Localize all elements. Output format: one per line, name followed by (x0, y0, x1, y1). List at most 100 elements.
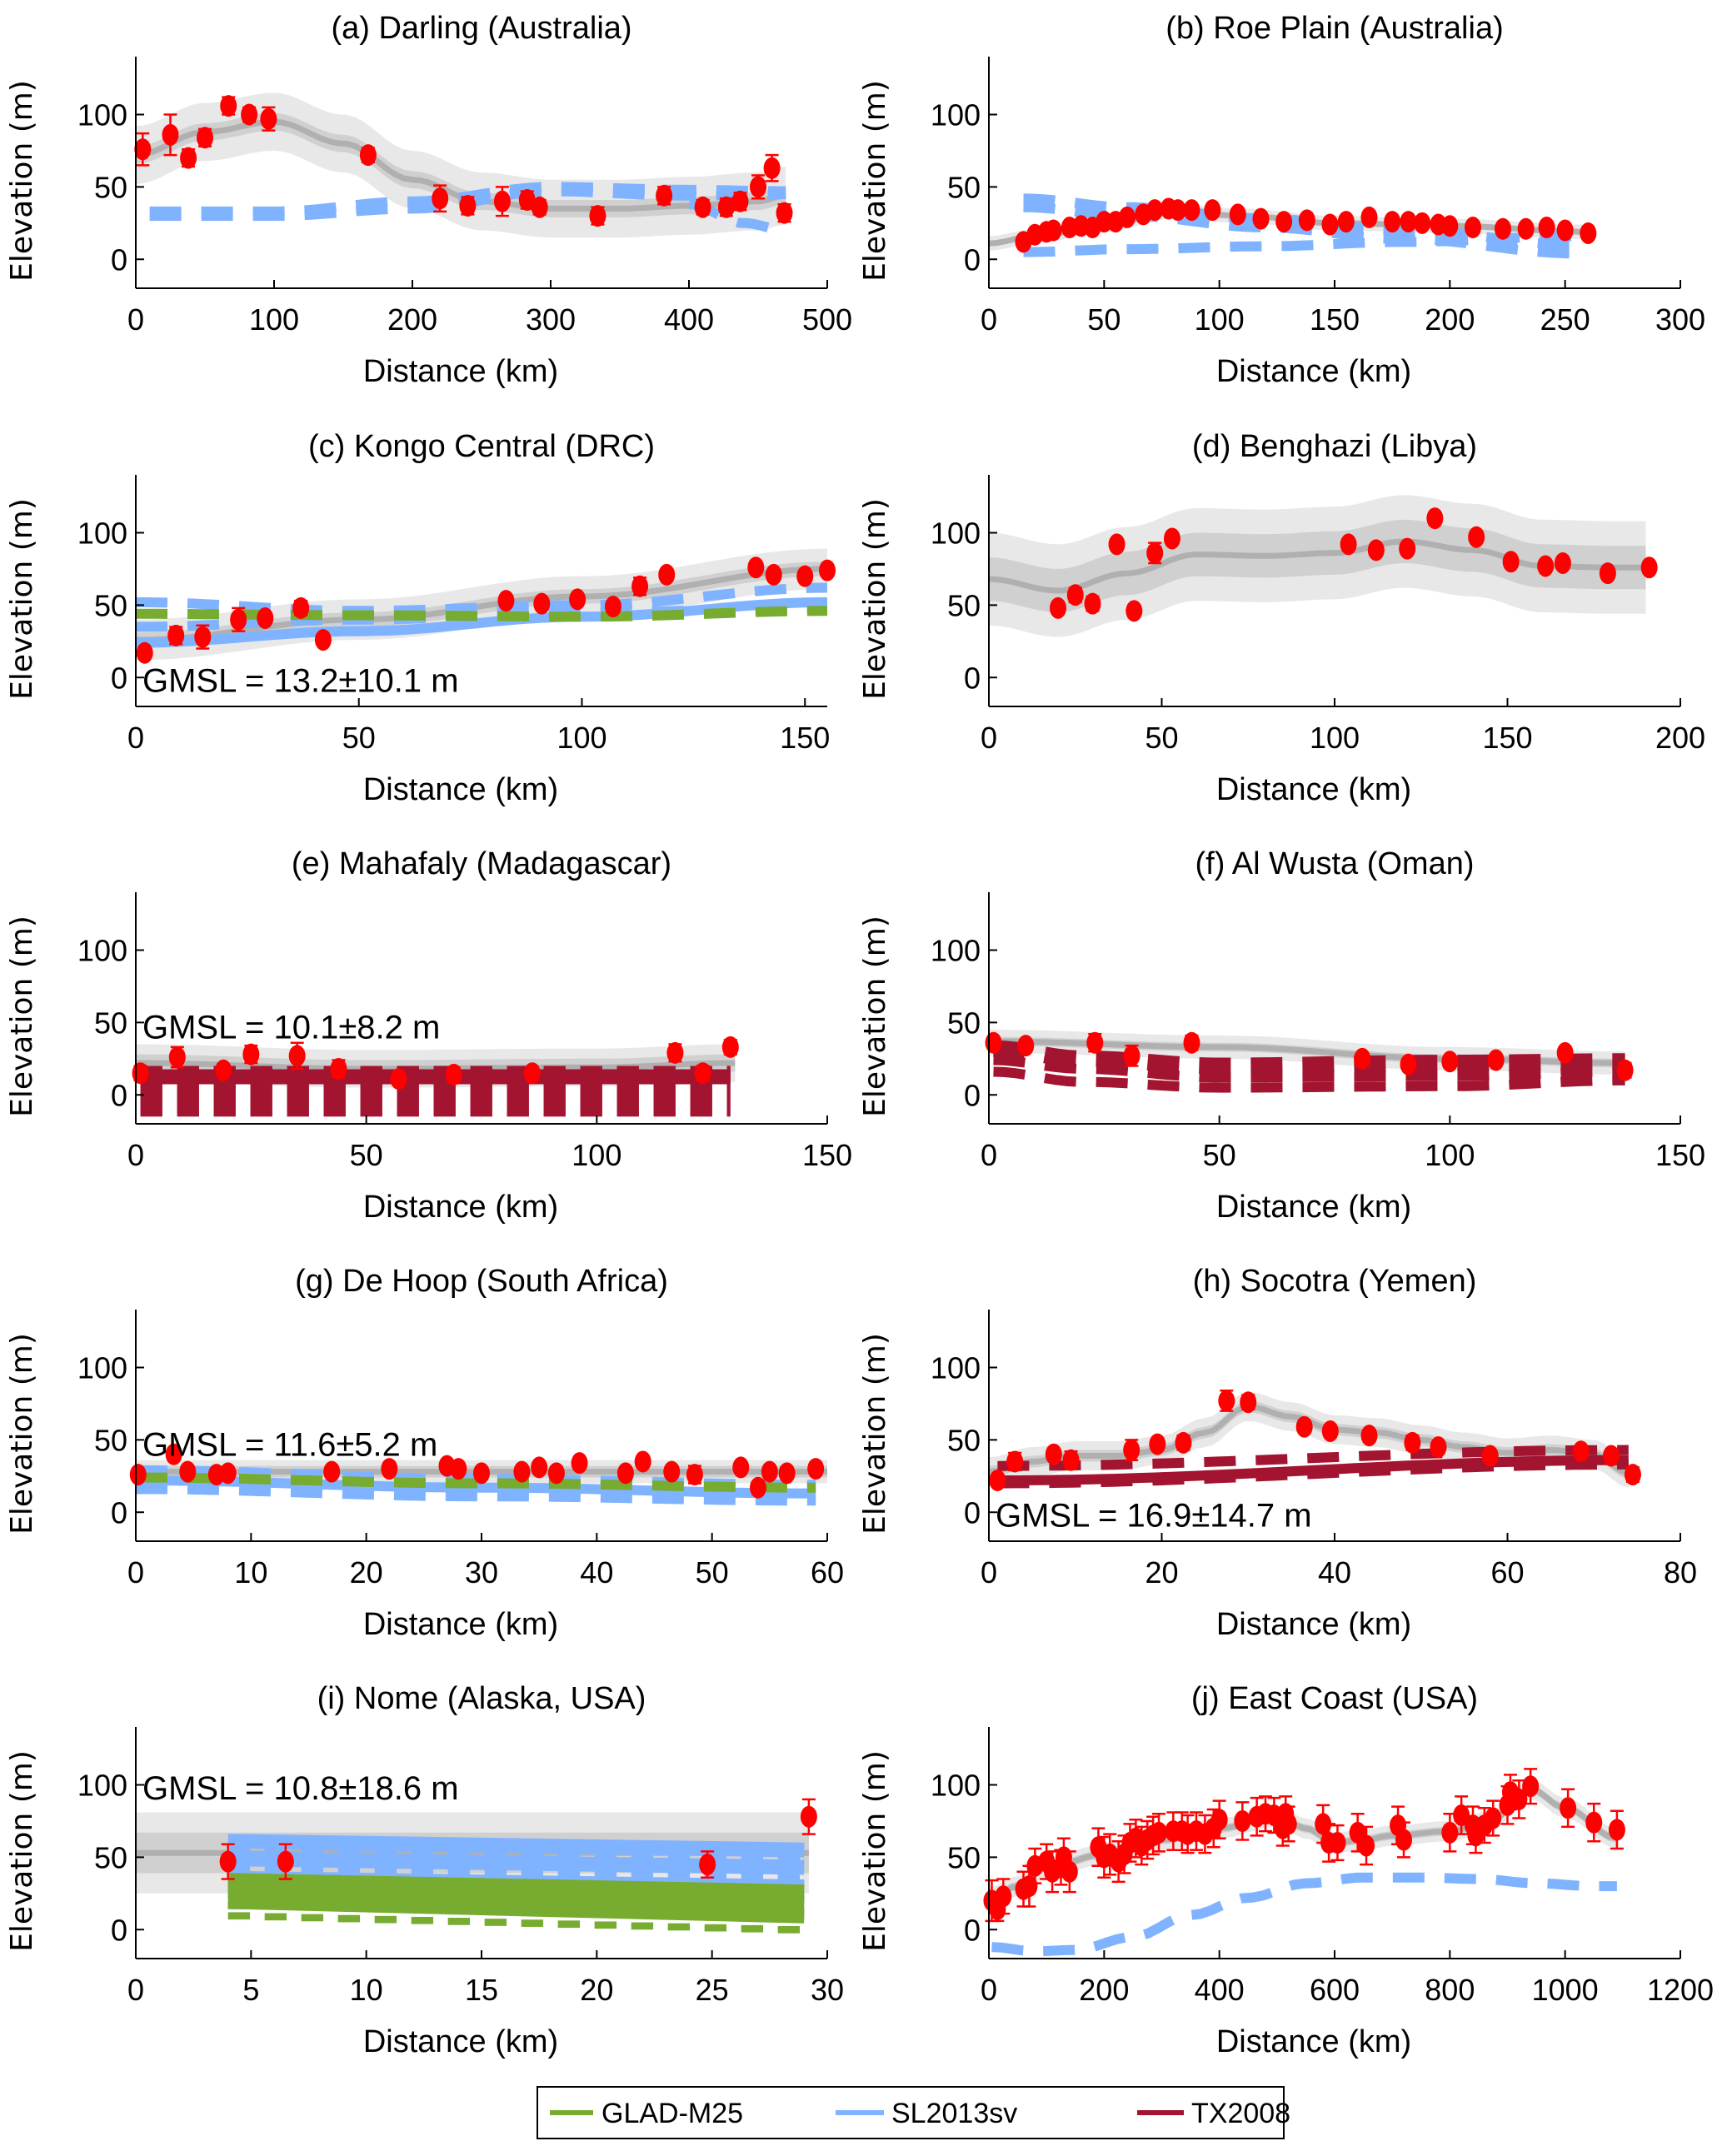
data-point (1441, 215, 1459, 237)
data-point (1640, 556, 1658, 579)
x-tick-label: 50 (1145, 721, 1178, 755)
model-line-glad-m25 (227, 1894, 805, 1924)
data-point (1494, 217, 1511, 240)
x-tick-label: 5 (242, 1973, 259, 2007)
data-marker (1360, 206, 1378, 228)
data-point (1210, 1799, 1228, 1840)
data-marker (323, 1460, 341, 1483)
data-marker (497, 590, 515, 612)
y-axis-label: Elevation (m) (5, 916, 39, 1117)
data-point (445, 1063, 462, 1085)
data-marker (257, 607, 274, 630)
x-axis-label: Distance (km) (363, 1190, 558, 1225)
data-marker (761, 1460, 778, 1483)
data-point (616, 1462, 634, 1485)
data-point (1280, 1805, 1297, 1843)
x-tick-label: 0 (981, 1973, 997, 2007)
data-point (390, 1068, 407, 1090)
data-marker (1321, 1420, 1339, 1442)
data-point (1229, 203, 1246, 226)
data-marker (219, 1462, 237, 1485)
model-block-glad-m25 (411, 1916, 434, 1924)
data-marker (1123, 1045, 1141, 1067)
model-line-sl2013sv (227, 1834, 805, 1858)
data-point (1537, 555, 1555, 577)
data-point (989, 1470, 1006, 1492)
data-point (732, 1456, 750, 1479)
data-point (1487, 1049, 1505, 1071)
data-point (765, 563, 782, 586)
data-point (686, 1464, 703, 1486)
data-point (1337, 211, 1355, 233)
data-point (1175, 1431, 1192, 1454)
data-point (547, 1462, 565, 1485)
data-marker (197, 127, 213, 149)
data-marker (1538, 217, 1555, 239)
x-tick-label: 100 (1310, 721, 1360, 755)
x-tick-label: 100 (572, 1138, 621, 1172)
data-point (1538, 217, 1555, 239)
y-axis-label: Elevation (m) (858, 1333, 892, 1535)
data-point (1441, 1813, 1459, 1853)
x-axis-label: Distance (km) (363, 2024, 558, 2059)
model-block-glad-m25 (594, 1921, 617, 1929)
data-point (694, 196, 711, 218)
model-block-glad-m25 (227, 1912, 251, 1920)
data-marker (1295, 1415, 1313, 1438)
data-point (747, 556, 765, 579)
y-axis-label: Elevation (m) (858, 498, 892, 700)
data-marker (167, 624, 185, 646)
data-point (1465, 217, 1481, 239)
data-marker (132, 1062, 149, 1085)
data-marker (819, 559, 836, 581)
data-point (1066, 584, 1084, 606)
data-marker (459, 194, 477, 217)
model-block-glad-m25 (447, 1918, 471, 1925)
y-axis-label: Elevation (m) (5, 80, 39, 282)
data-marker (1494, 217, 1511, 240)
data-marker (1146, 199, 1164, 222)
data-marker (288, 1045, 306, 1067)
data-marker (989, 1470, 1006, 1492)
y-tick-label: 50 (94, 1840, 127, 1874)
data-marker (1510, 1788, 1528, 1810)
data-point (1295, 1415, 1313, 1438)
data-point (1608, 1809, 1625, 1850)
x-tick-label: 0 (127, 1973, 144, 2007)
data-marker (1465, 217, 1481, 239)
y-tick-label: 50 (947, 1006, 981, 1040)
data-marker (165, 1443, 182, 1465)
data-marker (1572, 1440, 1590, 1463)
data-point (323, 1460, 341, 1483)
x-axis-label: Distance (km) (363, 1607, 558, 1642)
data-point (1329, 1824, 1346, 1862)
x-tick-label: 150 (780, 721, 830, 755)
x-tick-label: 10 (234, 1555, 267, 1590)
data-point (776, 202, 793, 224)
data-marker (1252, 207, 1270, 230)
data-point (432, 184, 449, 213)
x-tick-label: 0 (127, 302, 144, 337)
data-marker (1150, 1821, 1168, 1844)
x-tick-label: 300 (526, 302, 576, 337)
x-tick-label: 0 (981, 721, 997, 755)
data-point (1017, 1035, 1035, 1057)
data-point (1468, 526, 1485, 548)
y-tick-label: 100 (77, 98, 127, 132)
data-point (167, 624, 185, 646)
data-marker (1175, 1431, 1192, 1454)
y-tick-label: 100 (931, 517, 981, 551)
y-tick-label: 50 (94, 1006, 127, 1040)
x-axis-label: Distance (km) (1216, 772, 1411, 807)
data-marker (1560, 1797, 1577, 1819)
data-marker (473, 1462, 490, 1485)
x-tick-label: 20 (1145, 1555, 1178, 1590)
fit-band-inner (989, 1400, 1629, 1480)
model-block-glad-m25 (484, 1919, 507, 1926)
model-line-tx2008 (993, 1066, 1625, 1093)
data-point (1517, 217, 1535, 240)
data-point (1624, 1464, 1641, 1486)
data-point (663, 1460, 681, 1483)
x-tick-label: 0 (981, 1138, 997, 1172)
y-tick-label: 50 (94, 588, 127, 622)
